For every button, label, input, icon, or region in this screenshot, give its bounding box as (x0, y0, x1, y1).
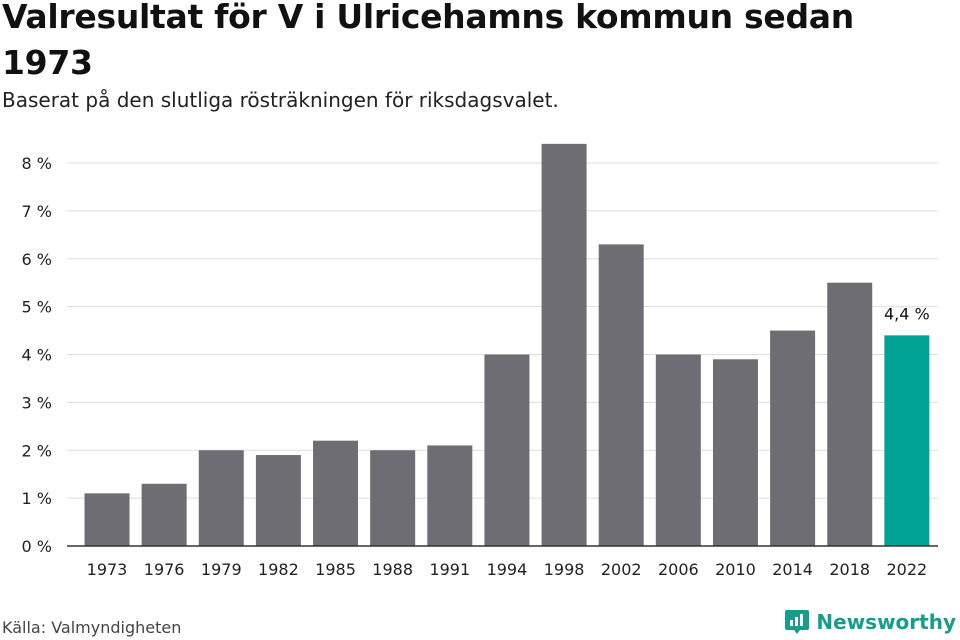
x-tick-label: 2022 (887, 560, 928, 579)
bar-1988 (370, 450, 416, 546)
x-tick-label: 1976 (144, 560, 185, 579)
y-tick-label: 2 % (22, 441, 52, 460)
bar-2006 (655, 354, 701, 546)
brand-logo[interactable]: Newsworthy (784, 608, 956, 636)
chart-title: Valresultat för V i Ulricehamns kommun s… (2, 0, 854, 82)
x-tick-label: 2014 (772, 560, 813, 579)
x-tick-label: 1988 (372, 560, 413, 579)
bar-2022 (884, 335, 930, 546)
x-tick-label: 2018 (829, 560, 870, 579)
bar-1991 (427, 445, 473, 546)
y-tick-label: 4 % (22, 346, 52, 365)
newsworthy-logo-icon (784, 608, 810, 636)
x-tick-label: 1982 (258, 560, 299, 579)
y-tick-label: 6 % (22, 250, 52, 269)
bar-2014 (770, 330, 816, 546)
y-tick-label: 5 % (22, 298, 52, 317)
bar-1973 (84, 493, 130, 546)
bar-1998 (541, 143, 587, 546)
x-tick-label: 1973 (87, 560, 128, 579)
bar-1976 (141, 483, 187, 546)
labels: 0 % 1 % 2 % 3 % 4 % 5 % 6 % 7 % 8 % 1973 1976 1979 1… (22, 154, 930, 579)
y-tick-label: 7 % (22, 202, 52, 221)
x-tick-label: 1998 (544, 560, 585, 579)
bar-2010 (712, 359, 758, 546)
x-tick-label: 2010 (715, 560, 756, 579)
data-label-2022: 4,4 % (884, 304, 930, 323)
source-note: Källa: Valmyndigheten (2, 618, 182, 637)
bar-1994 (484, 354, 530, 546)
x-tick-label: 1985 (315, 560, 356, 579)
bar-2018 (827, 282, 873, 546)
bar-1982 (255, 455, 301, 546)
y-tick-label: 3 % (22, 393, 52, 412)
chart-subtitle: Baserat på den slutliga rösträkningen fö… (2, 88, 559, 112)
y-tick-label: 1 % (22, 489, 52, 508)
bar-2002 (598, 244, 644, 546)
bar-1985 (313, 440, 359, 546)
brand-name: Newsworthy (816, 610, 956, 634)
bars (67, 143, 938, 547)
x-tick-label: 1979 (201, 560, 242, 579)
bar-chart: 0 % 1 % 2 % 3 % 4 % 5 % 6 % 7 % 8 % 1973 1976 1979 1… (22, 143, 938, 579)
y-tick-label: 0 % (22, 537, 52, 556)
y-tick-label: 8 % (22, 154, 52, 173)
x-tick-label: 1994 (487, 560, 528, 579)
x-tick-label: 2006 (658, 560, 699, 579)
x-tick-label: 1991 (429, 560, 470, 579)
x-tick-label: 2002 (601, 560, 642, 579)
bar-1979 (198, 450, 244, 546)
